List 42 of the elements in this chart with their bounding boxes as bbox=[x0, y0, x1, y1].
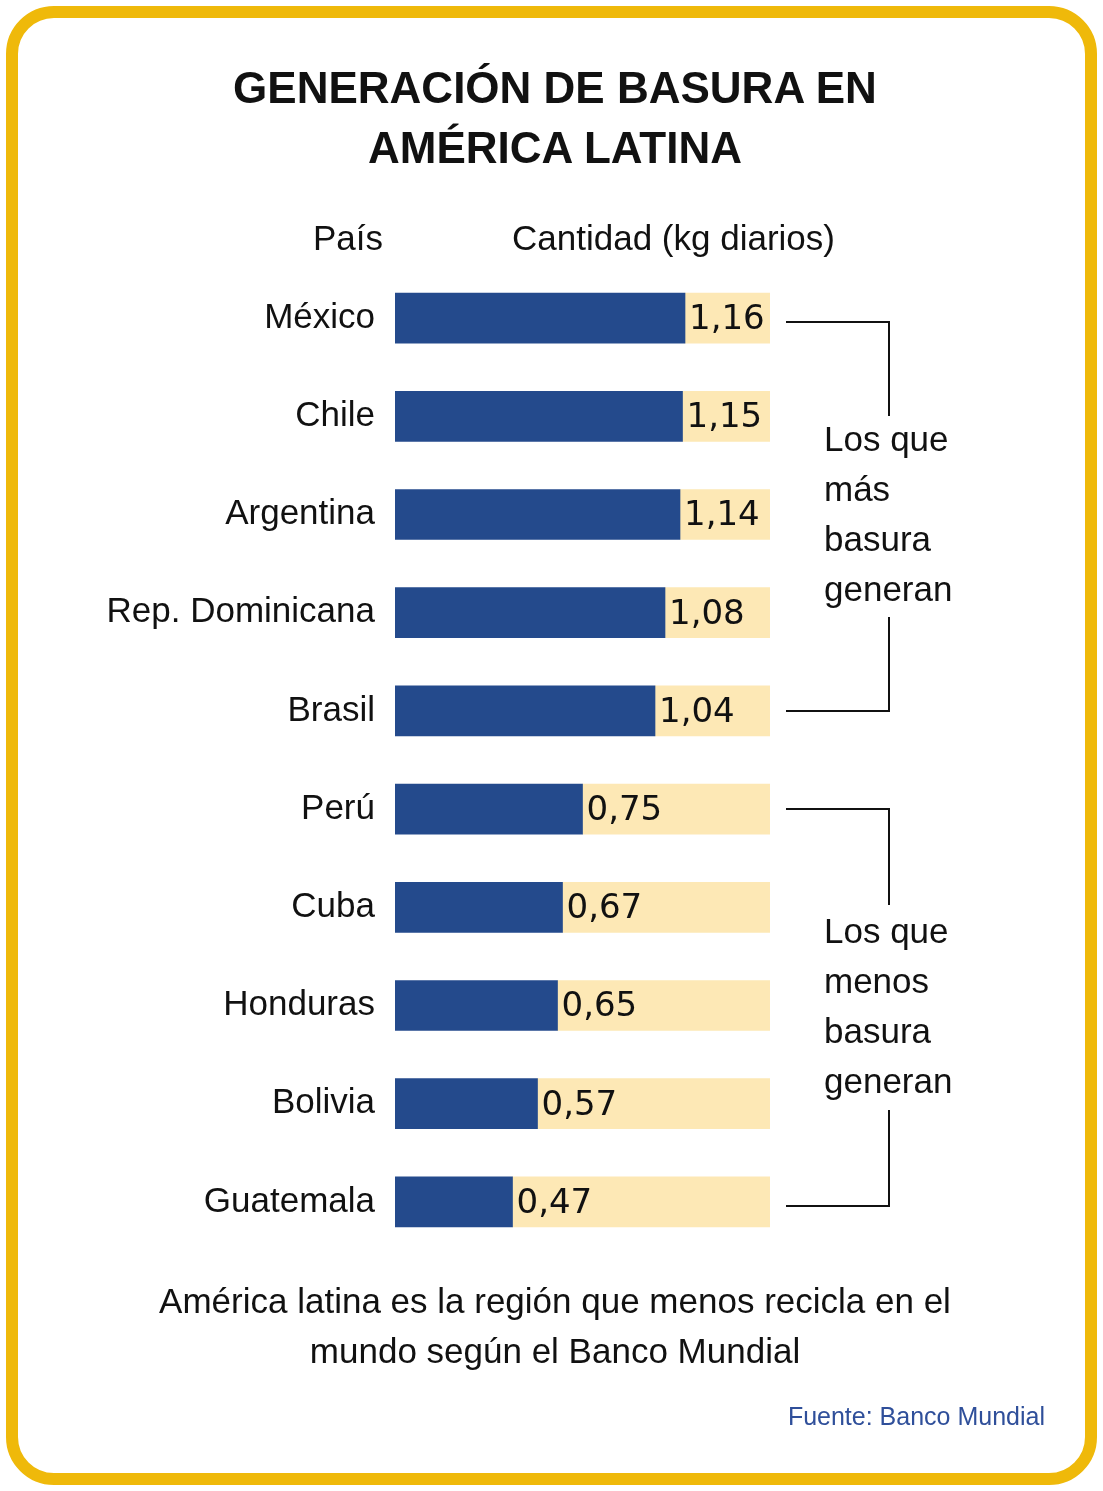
bar bbox=[395, 1176, 513, 1228]
y-tick-label: Guatemala bbox=[203, 1179, 376, 1219]
y-tick-label: Brasil bbox=[287, 688, 375, 728]
source-note: Fuente: Banco Mundial bbox=[787, 1402, 1045, 1431]
y-tick-label: Argentina bbox=[225, 492, 376, 532]
data-label: 1,08 bbox=[669, 591, 745, 632]
bar bbox=[562, 881, 770, 933]
bar bbox=[395, 783, 583, 835]
y-tick-label: Honduras bbox=[223, 983, 375, 1023]
chart-title: GENERACIÓN DE BASURA EN AMÉRICA LATINA bbox=[232, 62, 878, 174]
data-label: 1,15 bbox=[686, 395, 763, 436]
data-label: 1,16 bbox=[689, 296, 765, 337]
text: Los que más basura generan bbox=[824, 418, 954, 610]
y-tick-label: Chile bbox=[295, 393, 375, 433]
bar bbox=[395, 1078, 538, 1130]
data-label: 0,65 bbox=[561, 984, 638, 1025]
bar bbox=[395, 980, 558, 1031]
y-tick-label: Perú bbox=[301, 786, 375, 826]
bar bbox=[395, 489, 681, 540]
bar bbox=[395, 881, 563, 933]
data-label: 0,47 bbox=[516, 1180, 593, 1221]
data-label: 0,75 bbox=[586, 787, 663, 828]
y-tick-label: Bolivia bbox=[271, 1081, 376, 1121]
bar bbox=[395, 292, 686, 344]
y-tick-label: Cuba bbox=[291, 884, 376, 924]
text: América latina es la región que menos recicla en el mundo según el Banco Mundial bbox=[158, 1280, 952, 1372]
data-label: 1,14 bbox=[684, 493, 760, 534]
bar bbox=[395, 685, 656, 737]
data-label: 0,67 bbox=[566, 886, 643, 927]
bar bbox=[537, 1078, 770, 1130]
bar bbox=[512, 1176, 770, 1228]
data-label: 0,57 bbox=[541, 1082, 618, 1123]
y-axis-title: País bbox=[312, 218, 383, 258]
bar bbox=[582, 783, 770, 835]
y-tick-label: México bbox=[264, 295, 375, 335]
y-tick-label: Rep. Dominicana bbox=[106, 590, 376, 630]
bar bbox=[395, 587, 666, 639]
text: Los que menos basura generan bbox=[824, 910, 954, 1102]
bar bbox=[395, 390, 683, 442]
bar bbox=[557, 980, 770, 1031]
x-axis-title: Cantidad (kg diarios) bbox=[512, 218, 835, 258]
data-label: 1,04 bbox=[659, 689, 735, 730]
